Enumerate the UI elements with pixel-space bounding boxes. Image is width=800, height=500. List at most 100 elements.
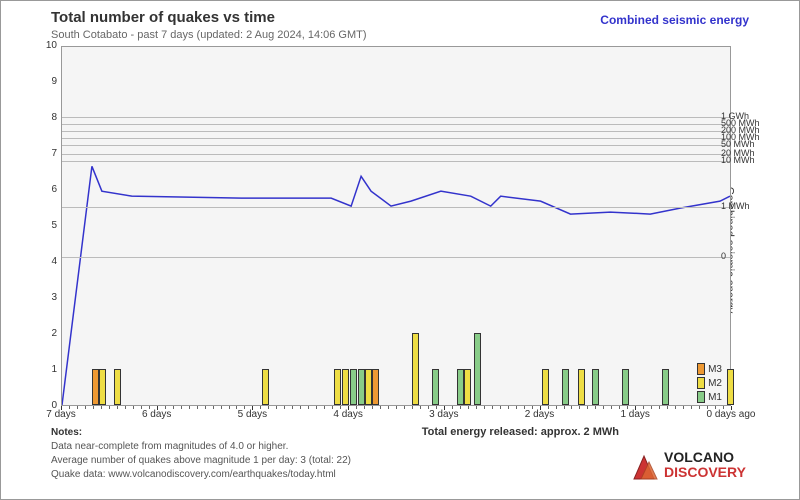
x-tick-mark	[460, 406, 461, 409]
chart-notes: Notes: Data near-complete from magnitude…	[51, 426, 351, 482]
mag-label: M2	[708, 378, 722, 389]
quake-bar	[542, 369, 549, 405]
x-tick-mark	[524, 406, 525, 409]
x-tick-mark	[492, 406, 493, 409]
x-tick-mark	[388, 406, 389, 409]
x-tick-mark	[101, 406, 102, 409]
mag-swatch	[697, 391, 705, 403]
x-tick-mark	[372, 406, 373, 409]
x-tick-mark	[532, 406, 533, 409]
quake-bar	[432, 369, 439, 405]
x-tick-mark	[723, 406, 724, 409]
magnitude-legend: M3 M2 M1	[697, 363, 722, 405]
quake-bar	[592, 369, 599, 405]
x-tick-mark	[221, 406, 222, 409]
x-tick: 0 days ago	[707, 409, 756, 420]
x-tick-mark	[324, 406, 325, 409]
mag-label: M1	[708, 392, 722, 403]
x-tick-mark	[412, 406, 413, 409]
gridline	[62, 207, 730, 208]
x-tick-mark	[691, 406, 692, 409]
x-tick-mark	[125, 406, 126, 409]
x-tick: 1 days	[620, 409, 649, 420]
gridline	[62, 145, 730, 146]
quake-bar	[464, 369, 471, 405]
y-tick-left: 9	[39, 76, 57, 87]
x-tick-mark	[252, 406, 253, 410]
x-tick-mark	[476, 406, 477, 409]
quake-bar	[334, 369, 341, 405]
x-tick-mark	[77, 406, 78, 409]
notes-head: Notes:	[51, 426, 351, 440]
x-tick-mark	[173, 406, 174, 409]
quake-bar	[727, 369, 734, 405]
x-tick-mark	[444, 406, 445, 410]
x-tick-mark	[133, 406, 134, 409]
quake-bar	[92, 369, 99, 405]
x-tick-mark	[484, 406, 485, 409]
x-tick-mark	[332, 406, 333, 409]
y-tick-left: 1	[39, 364, 57, 375]
x-tick-mark	[189, 406, 190, 409]
x-tick-mark	[540, 406, 541, 410]
x-tick-mark	[308, 406, 309, 409]
x-tick-mark	[587, 406, 588, 409]
mag-legend-item: M1	[697, 391, 722, 403]
gridline	[62, 161, 730, 162]
x-tick: 6 days	[142, 409, 171, 420]
x-tick-mark	[117, 406, 118, 409]
x-tick-mark	[452, 406, 453, 409]
x-tick-mark	[436, 406, 437, 409]
quake-bar	[358, 369, 365, 405]
energy-total: Total energy released: approx. 2 MWh	[422, 426, 619, 438]
x-tick-mark	[619, 406, 620, 409]
quake-bar	[99, 369, 106, 405]
x-tick-mark	[683, 406, 684, 409]
quake-bar	[562, 369, 569, 405]
x-tick-mark	[428, 406, 429, 409]
x-tick: 3 days	[429, 409, 458, 420]
x-tick-mark	[420, 406, 421, 409]
x-tick-mark	[93, 406, 94, 409]
x-tick-mark	[659, 406, 660, 409]
x-tick-mark	[141, 406, 142, 409]
x-tick-mark	[651, 406, 652, 409]
y-tick-left: 5	[39, 220, 57, 231]
quake-bar	[350, 369, 357, 405]
volcano-discovery-logo: VOLCANO DISCOVERY	[629, 444, 779, 489]
gridline	[62, 257, 730, 258]
x-tick-mark	[548, 406, 549, 409]
y-tick-left: 3	[39, 292, 57, 303]
x-tick-mark	[229, 406, 230, 409]
x-tick-mark	[284, 406, 285, 409]
x-tick-mark	[276, 406, 277, 409]
quake-bar	[622, 369, 629, 405]
quake-bar	[365, 369, 372, 405]
chart-subtitle: South Cotabato - past 7 days (updated: 2…	[51, 29, 367, 41]
x-tick-mark	[675, 406, 676, 409]
plot-area: M3 M2 M1	[61, 46, 731, 406]
x-tick-mark	[571, 406, 572, 409]
quake-bar	[342, 369, 349, 405]
notes-line2: Average number of quakes above magnitude…	[51, 454, 351, 468]
x-tick: 2 days	[525, 409, 554, 420]
gridline	[62, 117, 730, 118]
x-tick-mark	[61, 406, 62, 410]
x-tick-mark	[109, 406, 110, 409]
x-tick-mark	[292, 406, 293, 409]
mag-legend-item: M3	[697, 363, 722, 375]
x-tick-mark	[157, 406, 158, 410]
x-tick-mark	[300, 406, 301, 409]
y-tick-right: 1 MWh	[721, 201, 769, 211]
x-tick-mark	[340, 406, 341, 409]
x-tick-mark	[396, 406, 397, 409]
chart-container: Total number of quakes vs time South Cot…	[0, 0, 800, 500]
x-tick-mark	[516, 406, 517, 409]
x-tick-mark	[356, 406, 357, 409]
energy-line-legend: Combined seismic energy	[600, 13, 749, 27]
mag-legend-item: M2	[697, 377, 722, 389]
x-tick-mark	[635, 406, 636, 410]
y-tick-left: 2	[39, 328, 57, 339]
x-tick-mark	[508, 406, 509, 409]
y-tick-right: 1 GWh	[721, 111, 769, 121]
